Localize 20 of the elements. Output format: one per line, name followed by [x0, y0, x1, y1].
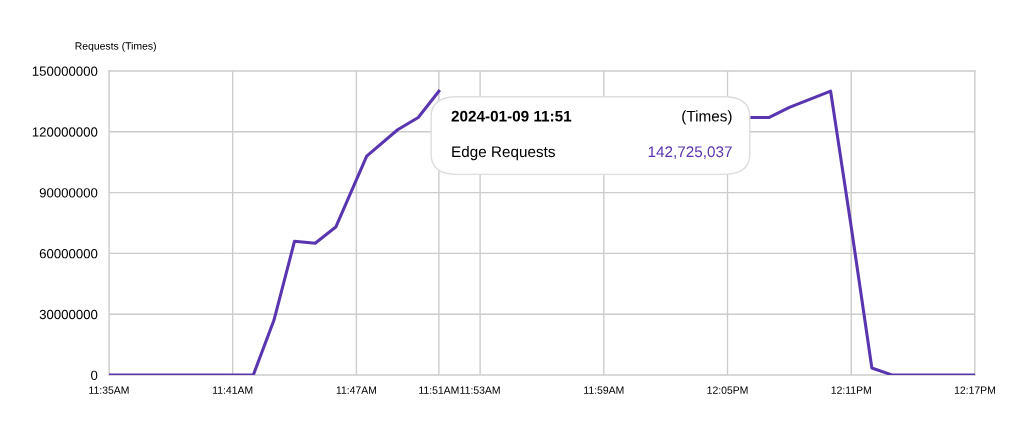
annotation: 142,725,037: [648, 146, 732, 159]
y-axis-title: Requests (Times): [75, 41, 156, 52]
x-tick-label: 12:05PM: [707, 386, 748, 394]
x-tick-label: 11:59AM: [584, 386, 624, 394]
y-tick-label: 60000000: [39, 248, 98, 259]
y-tick-label: 90000000: [39, 188, 98, 198]
y-tick-label: 30000000: [39, 309, 98, 320]
x-tick-label: 12:17PM: [954, 386, 995, 394]
y-tick-label: 150000000: [32, 66, 98, 76]
x-tick-label: 11:51AM: [419, 386, 459, 394]
x-tick-label: 11:47AM: [336, 386, 376, 394]
x-tick-label: 11:41AM: [213, 386, 253, 394]
y-tick-label: 120000000: [32, 127, 98, 137]
x-tick-label: 12:11PM: [831, 386, 871, 394]
x-tick-label: 11:53AM: [460, 386, 500, 394]
annotation: 2024-01-09 11:51: [451, 110, 572, 122]
x-tick-label: 11:35AM: [89, 386, 129, 394]
annotation: (Times): [682, 110, 732, 125]
text: Edge Requests: [452, 145, 555, 161]
y-tick-label: 0: [91, 370, 98, 380]
